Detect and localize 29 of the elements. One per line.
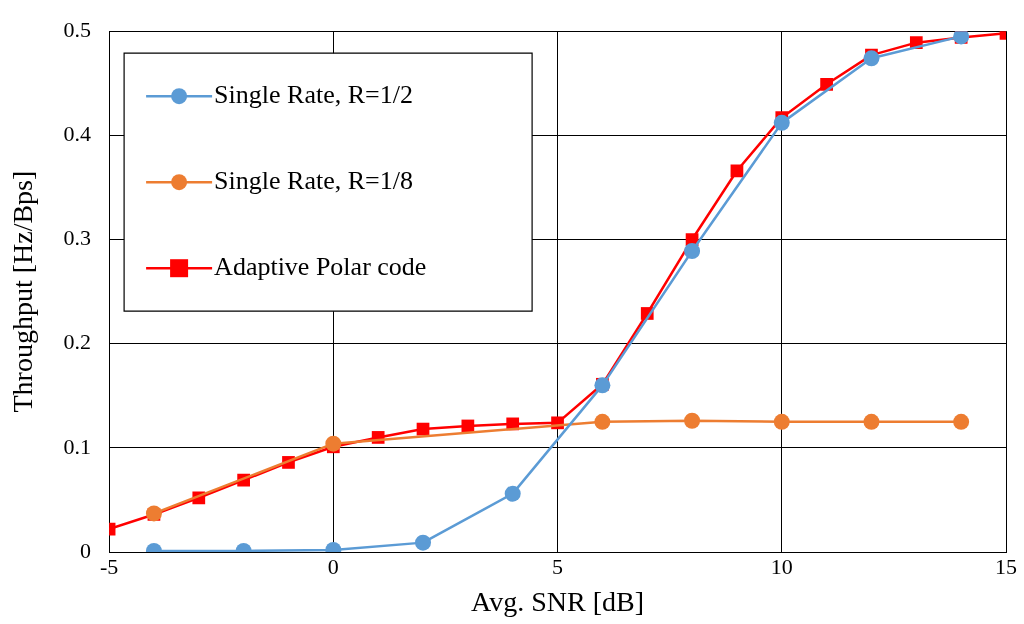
point [461,419,475,433]
y-tick-label: 0.3 [63,225,92,251]
point [684,412,701,429]
legend-label: Single Rate, R=1/8 [214,166,413,196]
x-tick-label: 15 [995,553,1017,579]
point [863,50,880,67]
x-tick-label: 10 [770,553,793,579]
legend-label: Single Rate, R=1/2 [214,80,413,110]
point [684,242,701,259]
y-axis-title: Throughput [Hz/Bps] [7,170,39,413]
x-tick-label: 0 [327,553,339,579]
point [773,413,790,430]
point [773,114,790,131]
point [415,534,432,551]
point [594,413,611,430]
y-tick-label: 0.5 [63,16,92,42]
y-tick-label: 0.4 [63,121,92,147]
point [863,413,880,430]
point [325,435,342,452]
legend-label: Adaptive Polar code [214,252,427,282]
point [504,485,521,502]
y-tick-label: 0 [80,537,92,563]
y-tick-label: 0.2 [63,329,92,355]
x-tick-label: 5 [552,553,564,579]
point [730,164,744,178]
x-axis-title: Avg. SNR [dB] [471,585,645,617]
x-tick-label: -5 [99,553,119,579]
point [953,413,970,430]
y-tick-label: 0.1 [63,433,92,459]
